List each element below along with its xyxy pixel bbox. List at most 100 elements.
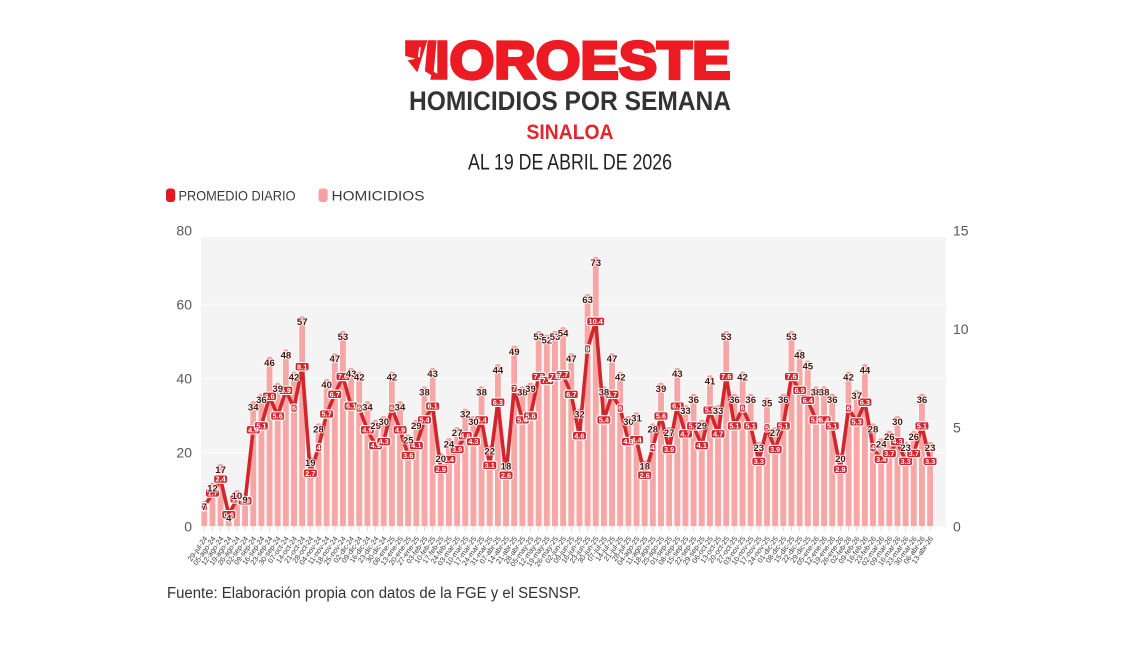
svg-text:4.3: 4.3 [379, 437, 389, 446]
svg-text:27: 27 [452, 428, 463, 439]
svg-text:38: 38 [811, 388, 822, 399]
svg-text:5.6: 5.6 [656, 412, 666, 421]
svg-text:15: 15 [953, 222, 969, 238]
svg-text:5.4: 5.4 [476, 416, 487, 425]
svg-text:48: 48 [794, 351, 805, 362]
svg-text:47: 47 [566, 354, 577, 365]
svg-text:24: 24 [876, 439, 887, 450]
svg-text:38: 38 [599, 388, 610, 399]
svg-text:5.4: 5.4 [599, 416, 610, 425]
svg-text:Fuente: Elaboración propia con: Fuente: Elaboración propia con datos de … [167, 585, 581, 602]
svg-text:4.1: 4.1 [697, 441, 707, 450]
svg-text:25: 25 [403, 436, 414, 447]
svg-text:24: 24 [444, 439, 455, 450]
svg-text:1.3: 1.3 [240, 496, 250, 505]
svg-text:7.6: 7.6 [786, 372, 796, 381]
svg-text:29: 29 [411, 421, 422, 432]
svg-text:37: 37 [851, 391, 862, 402]
svg-text:PROMEDIO DIARIO: PROMEDIO DIARIO [179, 189, 296, 204]
svg-text:4: 4 [871, 443, 876, 452]
svg-text:8.1: 8.1 [297, 362, 307, 371]
svg-text:53: 53 [338, 332, 349, 343]
svg-text:28: 28 [647, 425, 658, 436]
svg-text:73: 73 [590, 258, 601, 269]
svg-text:34: 34 [395, 402, 406, 413]
svg-text:1: 1 [202, 502, 206, 511]
svg-text:44: 44 [493, 365, 504, 376]
svg-text:SINALOA: SINALOA [527, 121, 614, 144]
svg-text:23: 23 [925, 443, 936, 454]
svg-text:7.6: 7.6 [534, 372, 544, 381]
svg-text:7.4: 7.4 [542, 376, 553, 385]
svg-text:4.9: 4.9 [362, 425, 372, 434]
svg-text:6.4: 6.4 [803, 396, 814, 405]
svg-text:32: 32 [460, 410, 471, 421]
svg-text:9: 9 [586, 345, 590, 354]
svg-text:42: 42 [843, 373, 854, 384]
svg-text:42: 42 [737, 373, 748, 384]
svg-text:6.6: 6.6 [264, 392, 274, 401]
svg-text:38: 38 [819, 388, 830, 399]
svg-text:42: 42 [615, 373, 626, 384]
svg-text:20: 20 [176, 444, 192, 460]
svg-text:4.9: 4.9 [395, 425, 405, 434]
svg-text:38: 38 [419, 388, 430, 399]
svg-text:6.1: 6.1 [346, 402, 356, 411]
svg-text:6.7: 6.7 [607, 390, 617, 399]
svg-text:43: 43 [427, 369, 438, 380]
svg-text:47: 47 [607, 354, 618, 365]
svg-text:17: 17 [215, 465, 226, 476]
svg-text:2.9: 2.9 [436, 465, 446, 474]
svg-text:43: 43 [672, 369, 683, 380]
svg-text:2.7: 2.7 [305, 469, 315, 478]
svg-text:34: 34 [362, 402, 373, 413]
svg-text:3.7: 3.7 [909, 449, 919, 458]
svg-text:36: 36 [729, 395, 740, 406]
svg-text:57: 57 [297, 317, 308, 328]
svg-text:3.9: 3.9 [664, 445, 674, 454]
svg-text:60: 60 [176, 296, 192, 312]
svg-text:5.4: 5.4 [517, 416, 528, 425]
svg-text:OROESTE: OROESTE [450, 32, 731, 91]
svg-text:20: 20 [835, 454, 846, 465]
svg-text:6.1: 6.1 [672, 402, 682, 411]
svg-text:5.7: 5.7 [321, 410, 331, 419]
svg-text:30: 30 [623, 417, 634, 428]
svg-text:3.9: 3.9 [770, 445, 780, 454]
svg-text:6.9: 6.9 [281, 386, 291, 395]
svg-text:33: 33 [713, 406, 724, 417]
svg-text:80: 80 [176, 222, 192, 238]
svg-text:5.1: 5.1 [256, 422, 266, 431]
svg-text:5.4: 5.4 [419, 416, 430, 425]
svg-text:30: 30 [468, 417, 479, 428]
svg-text:4.7: 4.7 [713, 429, 723, 438]
svg-text:5.1: 5.1 [688, 422, 698, 431]
svg-text:7: 7 [512, 384, 516, 393]
svg-text:7.6: 7.6 [550, 372, 560, 381]
svg-text:4: 4 [226, 513, 232, 524]
svg-text:47: 47 [329, 354, 340, 365]
svg-text:3.1: 3.1 [485, 461, 495, 470]
svg-text:36: 36 [778, 395, 789, 406]
svg-text:42: 42 [354, 373, 365, 384]
svg-text:4.7: 4.7 [680, 429, 690, 438]
svg-text:4.4: 4.4 [631, 435, 642, 444]
svg-text:39: 39 [656, 384, 667, 395]
svg-text:41: 41 [705, 376, 716, 387]
svg-text:0.6: 0.6 [224, 510, 234, 519]
svg-text:54: 54 [558, 328, 569, 339]
svg-text:0: 0 [953, 518, 961, 534]
svg-text:36: 36 [256, 395, 267, 406]
svg-text:6: 6 [740, 404, 744, 413]
svg-text:31: 31 [631, 413, 642, 424]
svg-text:19: 19 [305, 458, 316, 469]
svg-text:33: 33 [680, 406, 691, 417]
svg-text:35: 35 [762, 399, 773, 410]
svg-text:36: 36 [745, 395, 756, 406]
svg-text:5.1: 5.1 [778, 422, 788, 431]
svg-text:26: 26 [884, 432, 895, 443]
svg-text:39: 39 [525, 384, 536, 395]
svg-text:45: 45 [802, 362, 813, 373]
svg-text:6.1: 6.1 [427, 402, 437, 411]
svg-text:3.6: 3.6 [403, 451, 413, 460]
